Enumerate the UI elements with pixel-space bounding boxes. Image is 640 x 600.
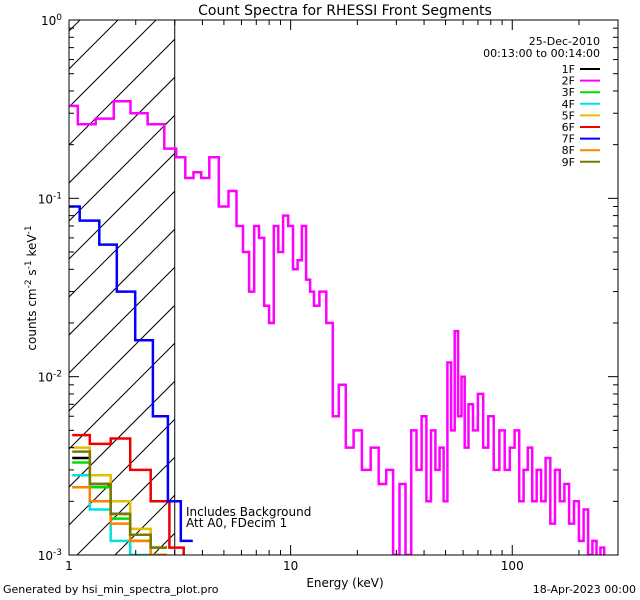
legend-label: 7F bbox=[562, 133, 575, 146]
y-axis-label: counts cm-2 s-1 keV-1 bbox=[24, 225, 39, 350]
legend-label: 6F bbox=[562, 121, 575, 134]
legend-label: 9F bbox=[562, 156, 575, 169]
series-group bbox=[69, 100, 606, 555]
footer-timestamp: 18-Apr-2023 00:00 bbox=[532, 583, 636, 596]
series-6f bbox=[72, 433, 185, 555]
legend-label: 2F bbox=[562, 75, 575, 88]
hatch-line bbox=[69, 228, 175, 336]
hatch-line bbox=[69, 38, 175, 146]
hatch-line bbox=[69, 152, 175, 260]
legend-label: 3F bbox=[562, 86, 575, 99]
hatch-line bbox=[69, 20, 157, 108]
series-2f bbox=[69, 100, 606, 555]
series-1f bbox=[72, 456, 167, 549]
y-tick-label: 10-3 bbox=[38, 548, 62, 563]
y-tick-label: 10-1 bbox=[38, 191, 62, 206]
axis-ticks bbox=[68, 20, 619, 556]
hatch-line bbox=[229, 0, 640, 555]
plot-frame bbox=[68, 19, 619, 556]
hatch-line bbox=[267, 0, 640, 555]
hatch-line bbox=[69, 76, 175, 184]
y-tick-label: 10-2 bbox=[38, 370, 62, 385]
hatch-line bbox=[69, 266, 175, 374]
annotation-background: Includes Background bbox=[186, 505, 311, 519]
x-tick-label: 1 bbox=[65, 559, 73, 573]
hatch-line bbox=[69, 20, 81, 32]
footer-generated-by: Generated by hsi_min_spectra_plot.pro bbox=[3, 583, 219, 596]
x-tick-label: 10 bbox=[283, 559, 298, 573]
chart-title: Count Spectra for RHESSI Front Segments bbox=[198, 3, 492, 19]
legend-label: 8F bbox=[562, 144, 575, 157]
y-tick-label: 100 bbox=[41, 13, 62, 28]
x-tick-label: 100 bbox=[501, 559, 524, 573]
background-hatch-region bbox=[69, 0, 640, 555]
series-7f bbox=[69, 205, 193, 543]
hatch-line bbox=[69, 418, 175, 526]
axis-tick-labels: 1 10 100 10-3 10-2 10-1 100 bbox=[38, 13, 524, 573]
legend-label: 5F bbox=[562, 109, 575, 122]
legend-label: 4F bbox=[562, 98, 575, 111]
legend-label: 1F bbox=[562, 63, 575, 76]
series-8f bbox=[72, 485, 167, 555]
x-axis-label: Energy (keV) bbox=[306, 576, 383, 590]
hatch-line bbox=[69, 190, 175, 298]
date-label: 25-Dec-2010 bbox=[529, 35, 600, 48]
annotation-attenuator: Att A0, FDecim 1 bbox=[186, 516, 287, 530]
time-range-label: 00:13:00 to 00:14:00 bbox=[483, 47, 600, 60]
series-9f bbox=[72, 450, 167, 549]
hatch-line bbox=[69, 380, 175, 488]
hatch-line bbox=[69, 20, 119, 70]
